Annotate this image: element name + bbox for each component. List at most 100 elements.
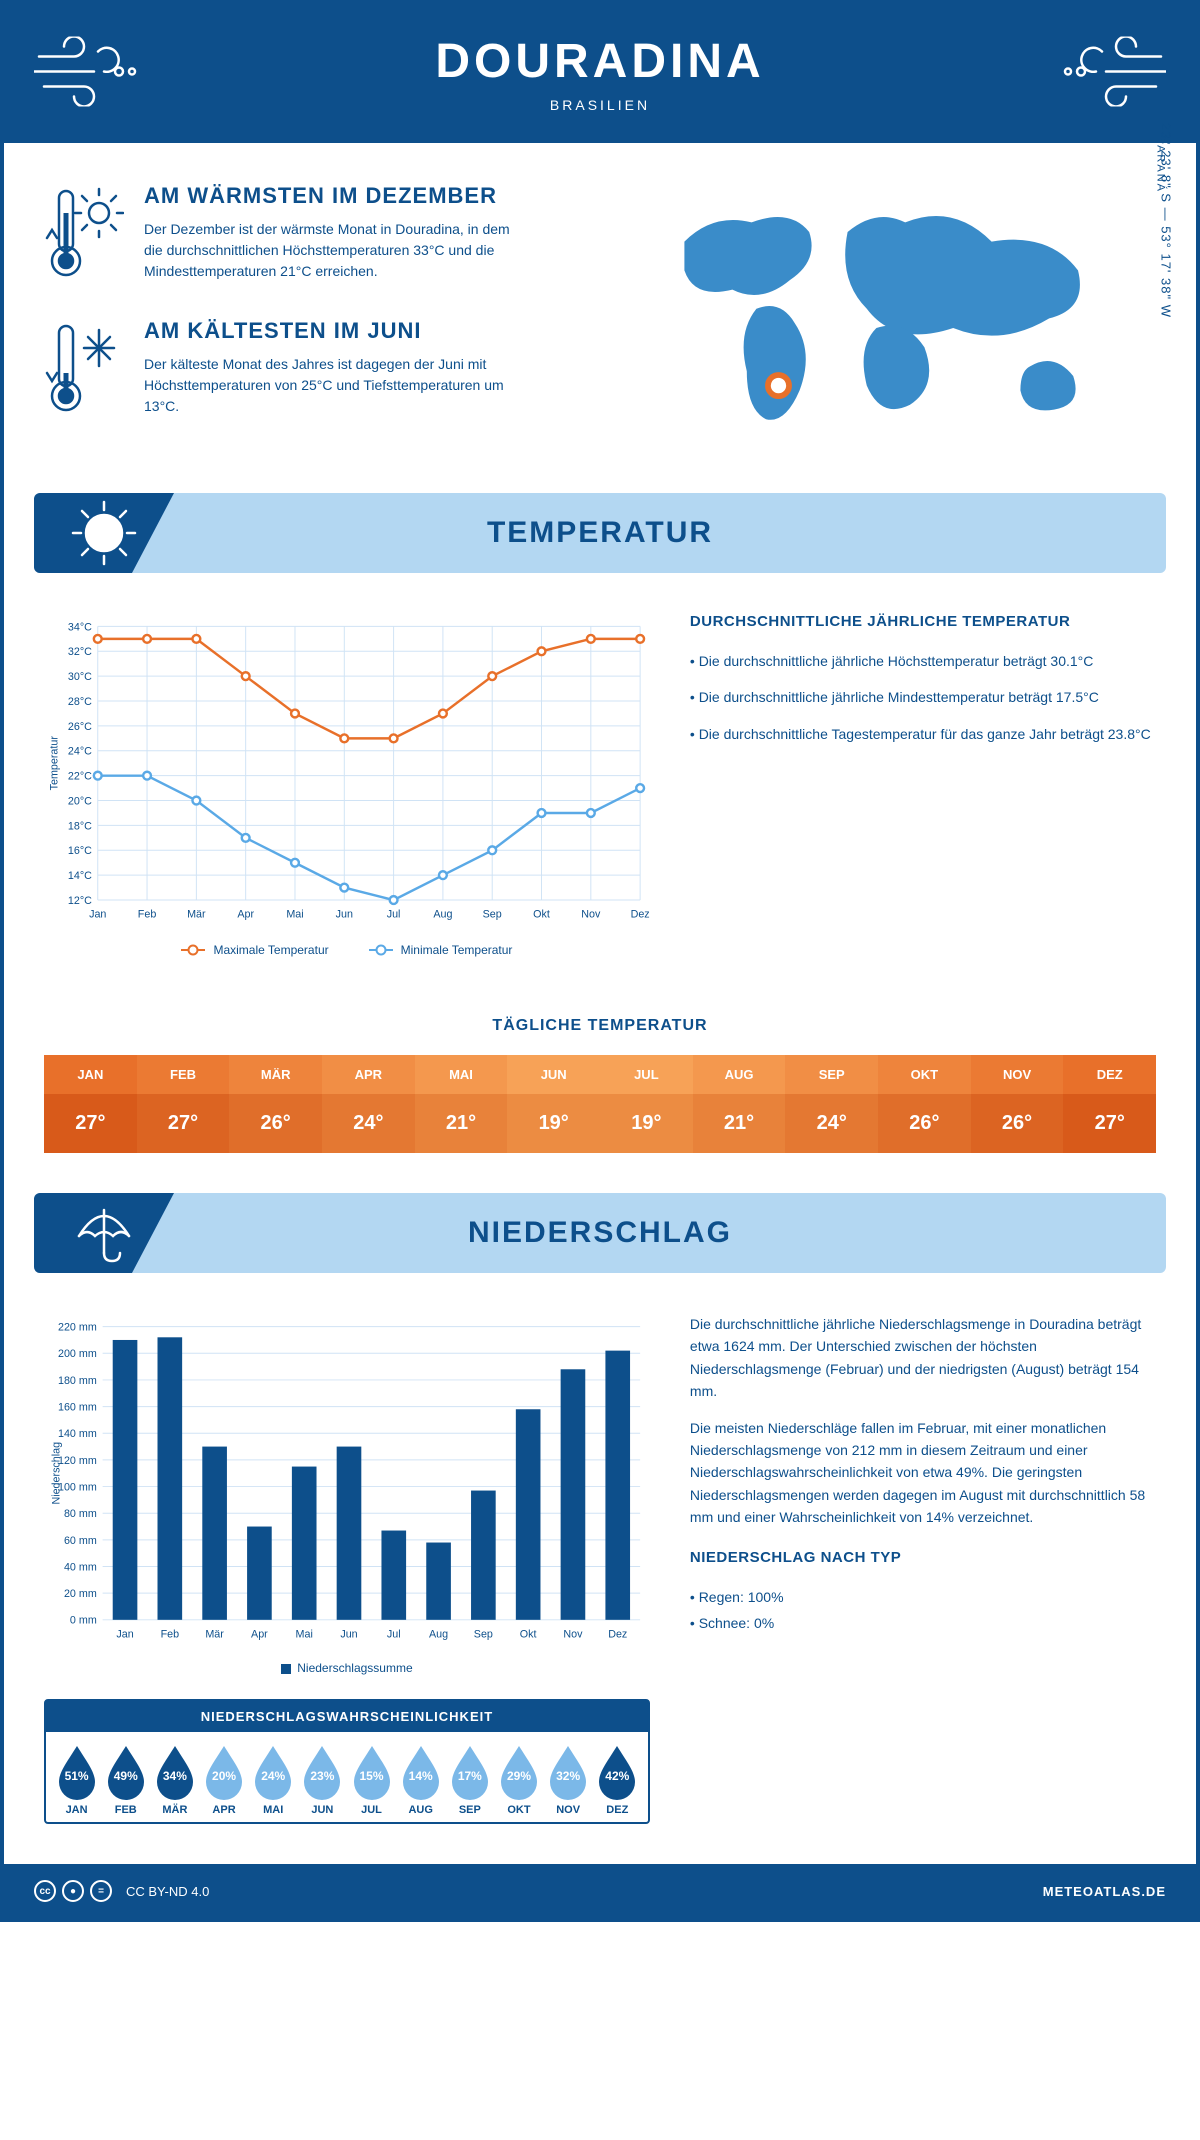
fact-title: AM WÄRMSTEN IM DEZEMBER (144, 183, 524, 209)
temp-value: 26° (971, 1094, 1064, 1153)
probability-value: 29% (507, 1769, 531, 1783)
month-label: FEB (101, 1804, 150, 1816)
site-name: METEOATLAS.DE (1043, 1884, 1166, 1899)
precipitation-bar-chart: 0 mm20 mm40 mm60 mm80 mm100 mm120 mm140 … (44, 1313, 650, 1653)
raindrop-icon: 29% (497, 1744, 541, 1800)
probability-value: 23% (310, 1769, 334, 1783)
svg-text:Jan: Jan (89, 909, 106, 921)
svg-text:Nov: Nov (563, 1628, 583, 1640)
raindrop-icon: 17% (448, 1744, 492, 1800)
svg-text:Dez: Dez (631, 909, 650, 921)
daily-col: APR 24° (322, 1055, 415, 1153)
month-label: AUG (396, 1804, 445, 1816)
probability-value: 15% (360, 1769, 384, 1783)
desc-title: DURCHSCHNITTLICHE JÄHRLICHE TEMPERATUR (690, 613, 1156, 630)
svg-text:220 mm: 220 mm (58, 1322, 97, 1334)
probability-value: 14% (409, 1769, 433, 1783)
intro-section: AM WÄRMSTEN IM DEZEMBER Der Dezember ist… (4, 143, 1196, 493)
month-label: SEP (785, 1055, 878, 1094)
legend-label: Minimale Temperatur (401, 943, 513, 957)
bullet: • Die durchschnittliche jährliche Mindes… (690, 686, 1156, 708)
svg-text:Okt: Okt (533, 909, 550, 921)
banner-title: NIEDERSCHLAG (468, 1216, 732, 1250)
month-label: MAI (415, 1055, 508, 1094)
svg-text:20°C: 20°C (68, 795, 92, 807)
bar-legend: Niederschlagssumme (44, 1661, 650, 1675)
svg-text:30°C: 30°C (68, 671, 92, 683)
raindrop-icon: 24% (251, 1744, 295, 1800)
daily-col: FEB 27° (137, 1055, 230, 1153)
daily-col: MAI 21° (415, 1055, 508, 1153)
svg-text:28°C: 28°C (68, 696, 92, 708)
city-name: DOURADINA (435, 34, 764, 89)
svg-text:60 mm: 60 mm (64, 1535, 97, 1547)
svg-text:Jul: Jul (387, 909, 401, 921)
probability-value: 34% (163, 1769, 187, 1783)
svg-text:Niederschlag: Niederschlag (51, 1442, 63, 1505)
svg-text:Aug: Aug (429, 1628, 448, 1640)
probability-value: 24% (261, 1769, 285, 1783)
temp-value: 26° (878, 1094, 971, 1153)
license-icons: cc●= CC BY-ND 4.0 (34, 1880, 209, 1902)
desc-paragraph: Die meisten Niederschläge fallen im Febr… (690, 1417, 1156, 1529)
temp-value: 21° (415, 1094, 508, 1153)
prob-col: 49% FEB (101, 1744, 150, 1816)
prob-col: 23% JUN (298, 1744, 347, 1816)
prob-col: 32% NOV (544, 1744, 593, 1816)
svg-text:Temperatur: Temperatur (49, 736, 61, 791)
month-label: JAN (52, 1804, 101, 1816)
prob-title: NIEDERSCHLAGSWAHRSCHEINLICHKEIT (46, 1701, 648, 1732)
prob-col: 24% MAI (249, 1744, 298, 1816)
probability-value: 17% (458, 1769, 482, 1783)
raindrop-icon: 23% (300, 1744, 344, 1800)
raindrop-icon: 32% (546, 1744, 590, 1800)
prob-col: 15% JUL (347, 1744, 396, 1816)
raindrop-icon: 14% (399, 1744, 443, 1800)
temp-value: 24° (785, 1094, 878, 1153)
svg-text:12°C: 12°C (68, 895, 92, 907)
month-label: DEZ (1063, 1055, 1156, 1094)
temp-value: 27° (137, 1094, 230, 1153)
month-label: MÄR (229, 1055, 322, 1094)
temp-value: 19° (507, 1094, 600, 1153)
wind-icon (34, 36, 144, 111)
svg-text:Feb: Feb (161, 1628, 180, 1640)
month-label: SEP (445, 1804, 494, 1816)
probability-value: 32% (556, 1769, 580, 1783)
svg-text:Apr: Apr (237, 909, 254, 921)
daily-col: MÄR 26° (229, 1055, 322, 1153)
prob-col: 51% JAN (52, 1744, 101, 1816)
desc-paragraph: Die durchschnittliche jährliche Niedersc… (690, 1313, 1156, 1403)
prob-col: 14% AUG (396, 1744, 445, 1816)
country-name: BRASILIEN (435, 97, 764, 113)
bullet: • Regen: 100% (690, 1586, 1156, 1608)
svg-text:Jan: Jan (116, 1628, 133, 1640)
svg-text:34°C: 34°C (68, 621, 92, 633)
warmest-fact: AM WÄRMSTEN IM DEZEMBER Der Dezember ist… (44, 183, 585, 288)
probability-value: 42% (605, 1769, 629, 1783)
fact-title: AM KÄLTESTEN IM JUNI (144, 318, 524, 344)
raindrop-icon: 49% (104, 1744, 148, 1800)
prob-col: 20% APR (199, 1744, 248, 1816)
temp-value: 24° (322, 1094, 415, 1153)
temp-value: 19° (600, 1094, 693, 1153)
daily-col: DEZ 27° (1063, 1055, 1156, 1153)
precip-type-title: NIEDERSCHLAG NACH TYP (690, 1549, 1156, 1566)
temp-value: 21° (693, 1094, 786, 1153)
temperature-line-chart: 12°C14°C16°C18°C20°C22°C24°C26°C28°C30°C… (44, 613, 650, 933)
svg-text:Mai: Mai (296, 1628, 313, 1640)
svg-text:80 mm: 80 mm (64, 1508, 97, 1520)
precipitation-probability-box: NIEDERSCHLAGSWAHRSCHEINLICHKEIT 51% JAN … (44, 1699, 650, 1824)
prob-col: 29% OKT (494, 1744, 543, 1816)
svg-text:120 mm: 120 mm (58, 1455, 97, 1467)
svg-text:Apr: Apr (251, 1628, 268, 1640)
month-label: MÄR (150, 1804, 199, 1816)
sun-icon (34, 493, 174, 573)
daily-col: JUN 19° (507, 1055, 600, 1153)
month-label: APR (322, 1055, 415, 1094)
month-label: DEZ (593, 1804, 642, 1816)
fact-text: Der Dezember ist der wärmste Monat in Do… (144, 219, 524, 282)
svg-text:14°C: 14°C (68, 870, 92, 882)
bullet: • Schnee: 0% (690, 1612, 1156, 1634)
month-label: JUL (347, 1804, 396, 1816)
